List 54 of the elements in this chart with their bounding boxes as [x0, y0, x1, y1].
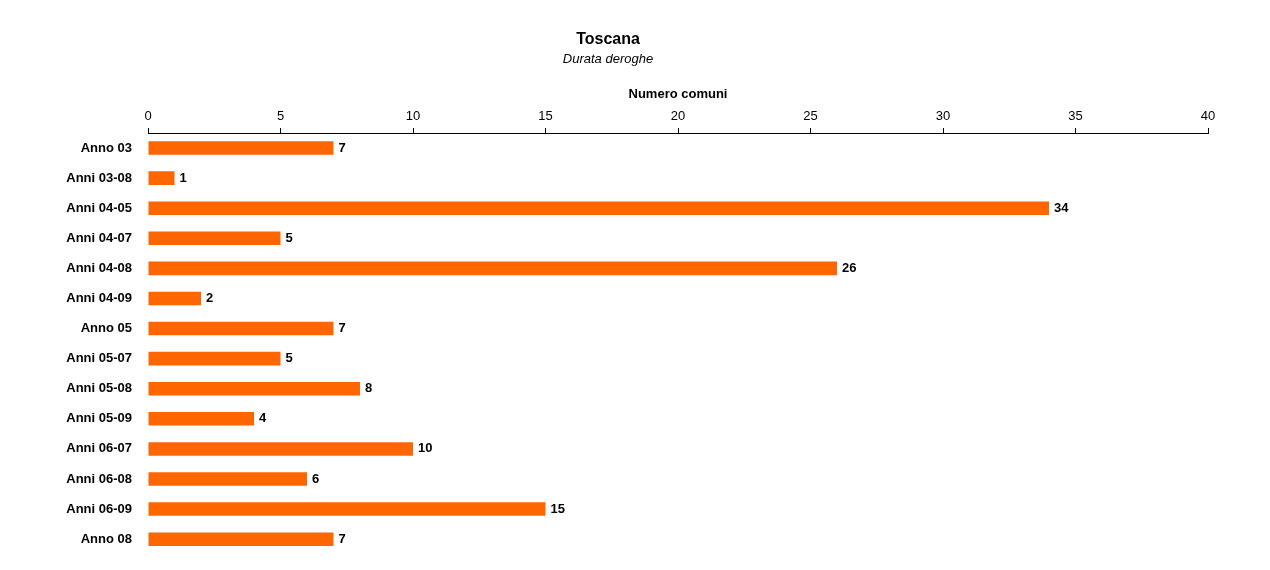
x-tick-label: 5	[276, 107, 285, 123]
bar	[148, 381, 360, 396]
bar	[148, 201, 1049, 215]
data-label: 6	[312, 470, 320, 486]
data-label: 5	[285, 229, 293, 245]
y-tick-label: Anni 04-07	[66, 229, 132, 245]
bar	[148, 502, 546, 516]
data-label: 7	[338, 320, 346, 336]
y-tick-label: Anni 04-09	[66, 290, 132, 306]
y-tick-label: Anni 03-08	[66, 169, 132, 185]
bar	[148, 351, 281, 366]
bar	[148, 171, 175, 185]
x-tick-label: 40	[1200, 107, 1216, 123]
x-tick-label: 25	[803, 107, 818, 123]
y-tick-label: Anni 04-08	[66, 259, 132, 275]
chart-subtitle: Durata deroghe	[562, 50, 654, 66]
y-tick-label: Anno 05	[80, 320, 132, 336]
bar	[148, 472, 307, 486]
bar	[148, 261, 837, 276]
y-tick-label: Anno 08	[80, 530, 132, 546]
chart-title: Toscana	[576, 30, 640, 48]
data-label: 5	[285, 350, 293, 366]
y-tick-label: Anni 06-08	[66, 470, 132, 486]
data-label: 7	[338, 530, 346, 546]
y-tick-label: Anni 06-09	[66, 500, 132, 516]
x-tick-label: 20	[670, 107, 686, 123]
data-label: 15	[550, 500, 565, 516]
x-tick-label: 30	[935, 107, 951, 123]
bar	[148, 532, 334, 546]
y-tick-label: Anni 05-09	[66, 410, 132, 426]
data-label: 10	[418, 440, 433, 456]
x-tick-label: 35	[1068, 107, 1083, 123]
y-tick-label: Anni 05-07	[66, 350, 132, 366]
bar	[148, 321, 334, 336]
data-label: 34	[1054, 199, 1070, 215]
x-tick-label: 10	[405, 107, 421, 123]
x-tick-label: 15	[538, 107, 553, 123]
bar	[148, 442, 413, 456]
y-tick-label: Anni 06-07	[66, 440, 132, 456]
y-tick-label: Anni 05-08	[66, 380, 132, 396]
y-tick-label: Anni 04-05	[66, 199, 132, 215]
data-label: 1	[179, 169, 187, 185]
data-label: 4	[259, 410, 267, 426]
x-axis-title: Numero comuni	[628, 86, 728, 102]
data-label: 26	[842, 259, 857, 275]
data-label: 8	[365, 380, 373, 396]
x-tick-label: 0	[144, 107, 152, 123]
bar	[148, 412, 254, 426]
bar	[148, 291, 201, 306]
data-label: 2	[206, 290, 214, 306]
bar	[148, 141, 334, 155]
y-tick-label: Anno 03	[80, 139, 132, 155]
bar	[148, 231, 281, 246]
data-label: 7	[338, 139, 346, 155]
